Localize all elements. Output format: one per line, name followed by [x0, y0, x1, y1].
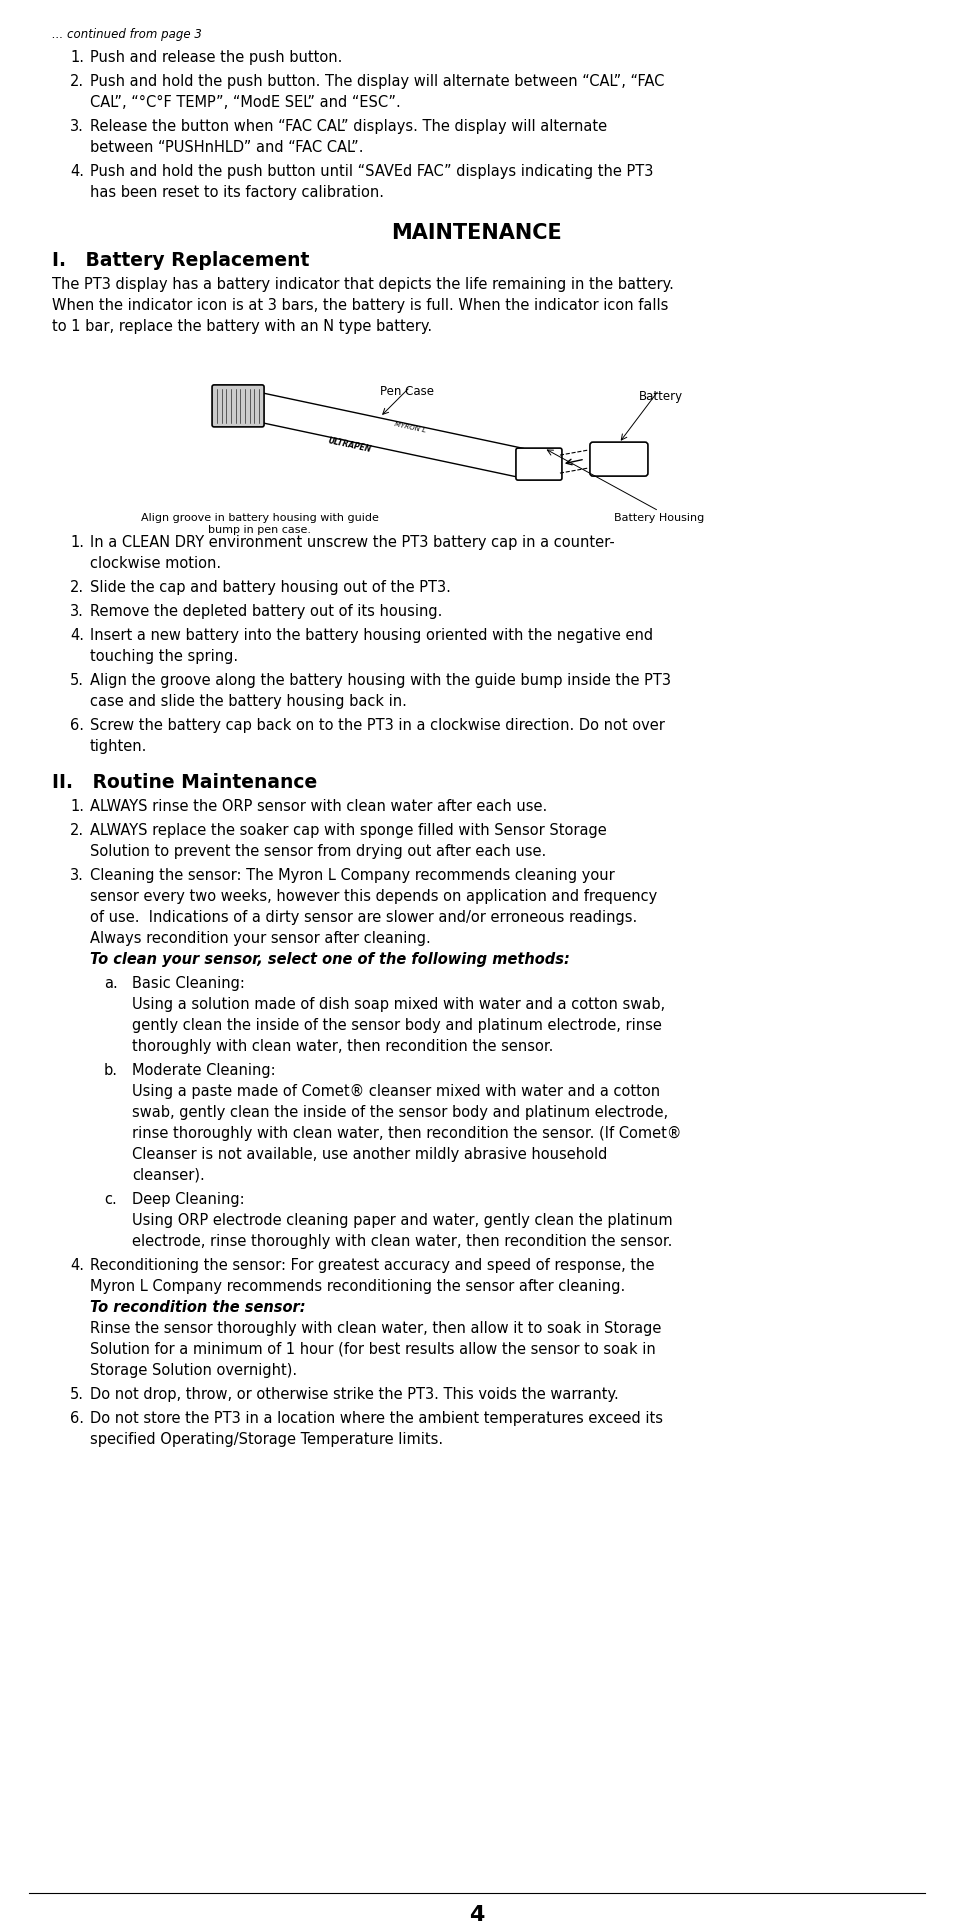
Text: 2.: 2. [70, 823, 84, 838]
Text: I.   Battery Replacement: I. Battery Replacement [52, 252, 309, 269]
Text: Align the groove along the battery housing with the guide bump inside the PT3: Align the groove along the battery housi… [90, 673, 670, 688]
FancyBboxPatch shape [516, 448, 561, 481]
Text: 4.: 4. [70, 629, 84, 642]
Text: Pen Case: Pen Case [379, 385, 434, 398]
Text: 5.: 5. [70, 1386, 84, 1402]
Text: ALWAYS replace the soaker cap with sponge filled with Sensor Storage: ALWAYS replace the soaker cap with spong… [90, 823, 606, 838]
Text: Push and hold the push button until “SAVEd FAC” displays indicating the PT3: Push and hold the push button until “SAV… [90, 163, 653, 179]
Text: Reconditioning the sensor: For greatest accuracy and speed of response, the: Reconditioning the sensor: For greatest … [90, 1258, 654, 1273]
Text: Align groove in battery housing with guide
bump in pen case.: Align groove in battery housing with gui… [141, 513, 378, 535]
Text: To clean your sensor, select one of the following methods:: To clean your sensor, select one of the … [90, 952, 569, 967]
Text: Myron L Company recommends reconditioning the sensor after cleaning.: Myron L Company recommends reconditionin… [90, 1279, 624, 1294]
Text: Release the button when “FAC CAL” displays. The display will alternate: Release the button when “FAC CAL” displa… [90, 119, 606, 135]
Text: Push and release the push button.: Push and release the push button. [90, 50, 342, 65]
Text: Battery Housing: Battery Housing [613, 513, 703, 523]
Text: Cleaning the sensor: The Myron L Company recommends cleaning your: Cleaning the sensor: The Myron L Company… [90, 867, 614, 883]
Text: MYRON L: MYRON L [394, 421, 426, 435]
FancyBboxPatch shape [589, 442, 647, 477]
Text: 1.: 1. [70, 798, 84, 813]
Text: To recondition the sensor:: To recondition the sensor: [90, 1300, 305, 1315]
Text: a.: a. [104, 977, 117, 990]
Text: clockwise motion.: clockwise motion. [90, 556, 221, 571]
Text: Using a paste made of Comet® cleanser mixed with water and a cotton: Using a paste made of Comet® cleanser mi… [132, 1085, 659, 1100]
Text: Do not store the PT3 in a location where the ambient temperatures exceed its: Do not store the PT3 in a location where… [90, 1411, 662, 1427]
Text: 6.: 6. [70, 1411, 84, 1427]
Text: Push and hold the push button. The display will alternate between “CAL”, “FAC: Push and hold the push button. The displ… [90, 73, 663, 88]
Text: electrode, rinse thoroughly with clean water, then recondition the sensor.: electrode, rinse thoroughly with clean w… [132, 1235, 672, 1250]
FancyBboxPatch shape [212, 385, 264, 427]
Text: Insert a new battery into the battery housing oriented with the negative end: Insert a new battery into the battery ho… [90, 629, 653, 642]
Text: Solution for a minimum of 1 hour (for best results allow the sensor to soak in: Solution for a minimum of 1 hour (for be… [90, 1342, 655, 1358]
Text: 2.: 2. [70, 581, 84, 594]
Polygon shape [250, 390, 530, 479]
Text: 2.: 2. [70, 73, 84, 88]
Text: Storage Solution overnight).: Storage Solution overnight). [90, 1363, 296, 1379]
Text: sensor every two weeks, however this depends on application and frequency: sensor every two weeks, however this dep… [90, 888, 657, 904]
Text: has been reset to its factory calibration.: has been reset to its factory calibratio… [90, 185, 384, 200]
Text: 6.: 6. [70, 717, 84, 733]
Text: MAINTENANCE: MAINTENANCE [392, 223, 561, 242]
Text: Slide the cap and battery housing out of the PT3.: Slide the cap and battery housing out of… [90, 581, 451, 594]
Text: In a CLEAN DRY environment unscrew the PT3 battery cap in a counter-: In a CLEAN DRY environment unscrew the P… [90, 535, 614, 550]
Text: 3.: 3. [70, 867, 84, 883]
Text: Do not drop, throw, or otherwise strike the PT3. This voids the warranty.: Do not drop, throw, or otherwise strike … [90, 1386, 618, 1402]
Text: 3.: 3. [70, 604, 84, 619]
Text: When the indicator icon is at 3 bars, the battery is full. When the indicator ic: When the indicator icon is at 3 bars, th… [52, 298, 668, 313]
Text: touching the spring.: touching the spring. [90, 648, 238, 663]
Text: The PT3 display has a battery indicator that depicts the life remaining in the b: The PT3 display has a battery indicator … [52, 277, 673, 292]
Text: gently clean the inside of the sensor body and platinum electrode, rinse: gently clean the inside of the sensor bo… [132, 1017, 661, 1033]
Text: b.: b. [104, 1063, 118, 1079]
Text: between “PUSHnHLD” and “FAC CAL”.: between “PUSHnHLD” and “FAC CAL”. [90, 140, 363, 156]
Text: 5.: 5. [70, 673, 84, 688]
Text: 1.: 1. [70, 50, 84, 65]
Text: ULTRAPEN: ULTRAPEN [327, 437, 372, 454]
Text: c.: c. [104, 1192, 116, 1208]
Text: thoroughly with clean water, then recondition the sensor.: thoroughly with clean water, then recond… [132, 1038, 553, 1054]
Text: Deep Cleaning:: Deep Cleaning: [132, 1192, 244, 1208]
Text: tighten.: tighten. [90, 738, 147, 754]
Text: specified Operating/Storage Temperature limits.: specified Operating/Storage Temperature … [90, 1433, 442, 1446]
Text: Moderate Cleaning:: Moderate Cleaning: [132, 1063, 275, 1079]
Text: Always recondition your sensor after cleaning.: Always recondition your sensor after cle… [90, 931, 431, 946]
Text: Battery: Battery [639, 390, 682, 404]
Text: rinse thoroughly with clean water, then recondition the sensor. (If Comet®: rinse thoroughly with clean water, then … [132, 1127, 680, 1140]
Text: case and slide the battery housing back in.: case and slide the battery housing back … [90, 694, 406, 710]
Text: ALWAYS rinse the ORP sensor with clean water after each use.: ALWAYS rinse the ORP sensor with clean w… [90, 798, 547, 813]
Text: 1.: 1. [70, 535, 84, 550]
Text: Cleanser is not available, use another mildly abrasive household: Cleanser is not available, use another m… [132, 1146, 607, 1161]
Text: Using a solution made of dish soap mixed with water and a cotton swab,: Using a solution made of dish soap mixed… [132, 996, 664, 1011]
Text: Using ORP electrode cleaning paper and water, gently clean the platinum: Using ORP electrode cleaning paper and w… [132, 1213, 672, 1229]
Text: swab, gently clean the inside of the sensor body and platinum electrode,: swab, gently clean the inside of the sen… [132, 1106, 667, 1119]
Text: to 1 bar, replace the battery with an N type battery.: to 1 bar, replace the battery with an N … [52, 319, 432, 335]
Text: cleanser).: cleanser). [132, 1167, 205, 1183]
Text: Basic Cleaning:: Basic Cleaning: [132, 977, 245, 990]
Text: Screw the battery cap back on to the PT3 in a clockwise direction. Do not over: Screw the battery cap back on to the PT3… [90, 717, 664, 733]
Text: Rinse the sensor thoroughly with clean water, then allow it to soak in Storage: Rinse the sensor thoroughly with clean w… [90, 1321, 660, 1336]
Text: II.   Routine Maintenance: II. Routine Maintenance [52, 773, 317, 792]
Text: CAL”, “°C°F TEMP”, “ModE SEL” and “ESC”.: CAL”, “°C°F TEMP”, “ModE SEL” and “ESC”. [90, 94, 400, 110]
Text: of use.  Indications of a dirty sensor are slower and/or erroneous readings.: of use. Indications of a dirty sensor ar… [90, 910, 637, 925]
Text: 4.: 4. [70, 1258, 84, 1273]
Text: Solution to prevent the sensor from drying out after each use.: Solution to prevent the sensor from dryi… [90, 844, 546, 860]
Text: ... continued from page 3: ... continued from page 3 [52, 29, 202, 40]
Text: 4.: 4. [70, 163, 84, 179]
Text: 4: 4 [469, 1906, 484, 1923]
Text: Remove the depleted battery out of its housing.: Remove the depleted battery out of its h… [90, 604, 442, 619]
Text: 3.: 3. [70, 119, 84, 135]
